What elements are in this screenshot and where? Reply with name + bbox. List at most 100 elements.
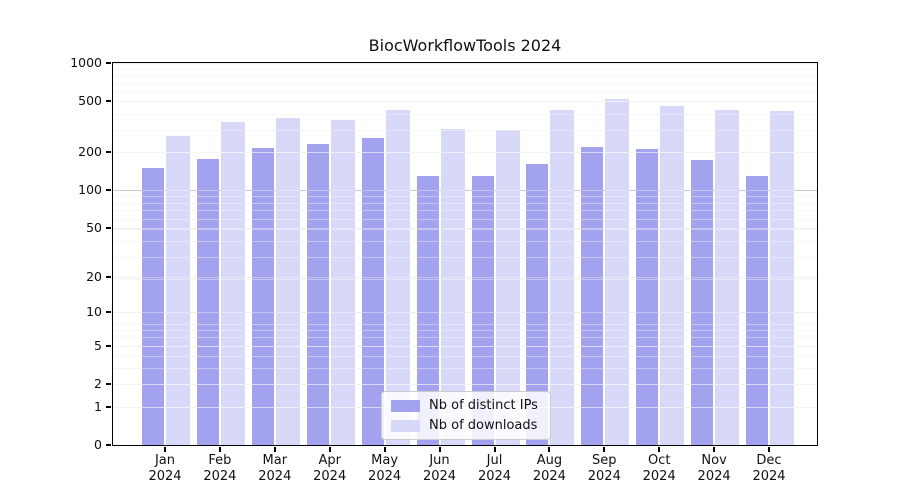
y-tick-label: 20	[86, 268, 102, 284]
x-tick-label: Aug 2024	[532, 453, 566, 484]
y-tick-mark	[106, 344, 111, 347]
x-tick-mark	[768, 447, 770, 452]
gridline-minor	[113, 68, 817, 70]
x-tick-label: Mar 2024	[258, 453, 292, 484]
gridline-minor	[113, 337, 817, 339]
y-tick-mark	[106, 444, 111, 446]
gridline-overlay	[113, 241, 817, 242]
x-tick-mark	[603, 447, 606, 452]
gridline-minor	[113, 228, 817, 230]
gridline-overlay	[113, 337, 817, 339]
gridline-overlay	[113, 129, 817, 131]
gridline-overlay	[113, 68, 817, 70]
gridline-overlay	[113, 276, 817, 278]
gridline-major	[113, 384, 817, 386]
gridline-minor	[113, 202, 817, 204]
bar-downloads-jan	[166, 135, 190, 445]
gridline-minor	[113, 368, 817, 370]
y-tick-label: 1	[94, 398, 102, 414]
bar-downloads-aug	[550, 110, 575, 445]
y-tick-label: 500	[78, 93, 102, 109]
x-tick-label: Dec 2024	[752, 453, 786, 484]
y-tick-label: 200	[78, 143, 102, 159]
x-tick-label: Nov 2024	[697, 453, 731, 484]
legend-label-distinct-ips: Nb of distinct IPs	[429, 398, 538, 413]
y-tick-mark	[106, 275, 111, 278]
bar-downloads-apr	[330, 120, 355, 445]
gridline-overlay	[113, 113, 817, 115]
y-tick-mark	[106, 405, 111, 408]
gridline-minor	[113, 196, 817, 198]
bar-distinct-ips-jan	[142, 167, 164, 445]
legend-item-downloads: Nb of downloads	[391, 418, 538, 433]
x-tick-mark	[493, 447, 496, 452]
y-tick-mark	[106, 311, 111, 314]
legend: Nb of distinct IPs Nb of downloads	[381, 391, 551, 440]
bar-downloads-nov	[715, 110, 740, 445]
gridline-major	[113, 101, 817, 103]
y-tick-mark	[106, 383, 111, 386]
x-tick-label: Jan 2024	[148, 453, 182, 484]
gridline-minor	[113, 356, 817, 357]
gridline-minor	[113, 210, 817, 212]
x-tick-mark	[438, 447, 441, 452]
gridline-minor	[113, 323, 817, 325]
gridline-minor	[113, 279, 817, 281]
y-tick-label: 50	[86, 219, 102, 235]
gridline-overlay	[113, 210, 817, 212]
x-tick-label: Sep 2024	[587, 453, 621, 484]
bar-distinct-ips-dec	[746, 176, 768, 445]
gridline-overlay	[113, 101, 817, 103]
bar-distinct-ips-may	[361, 138, 384, 445]
gridline-overlay	[113, 384, 817, 386]
x-tick-mark	[383, 447, 386, 452]
x-tick-label: Oct 2024	[642, 453, 676, 484]
x-tick-mark	[218, 447, 221, 452]
x-tick-mark	[164, 447, 166, 452]
bar-distinct-ips-nov	[691, 160, 714, 445]
gridline-overlay	[113, 189, 817, 191]
bar-downloads-may	[385, 109, 410, 445]
bar-distinct-ips-apr	[306, 143, 329, 445]
legend-swatch-distinct-ips	[391, 399, 420, 412]
x-tick-label: Feb 2024	[203, 453, 237, 484]
bar-distinct-ips-jun	[416, 175, 439, 445]
y-tick-mark	[106, 100, 111, 103]
legend-label-downloads: Nb of downloads	[429, 418, 538, 433]
x-tick-mark	[273, 447, 276, 452]
gridline-overlay	[113, 63, 817, 64]
bar-distinct-ips-feb	[196, 159, 219, 445]
gridline-major	[113, 63, 817, 64]
x-tick-mark	[658, 447, 661, 452]
gridline-overlay	[113, 151, 817, 153]
gridline-overlay	[113, 91, 817, 93]
gridline-minor	[113, 330, 817, 331]
gridline-overlay	[113, 345, 817, 347]
gridline-major	[113, 151, 817, 153]
gridline-overlay	[113, 196, 817, 198]
gridline-overlay	[113, 82, 817, 84]
gridline-overlay	[113, 75, 817, 77]
bar-downloads-dec	[770, 111, 794, 445]
x-tick-label: Apr 2024	[313, 453, 347, 484]
bar-downloads-mar	[275, 117, 300, 445]
gridline-minor	[113, 129, 817, 131]
bar-distinct-ips-oct	[636, 149, 659, 445]
gridline-overlay	[113, 202, 817, 204]
y-tick-label: 5	[94, 337, 102, 353]
x-tick-mark	[328, 447, 331, 452]
y-tick-label: 10	[86, 304, 102, 320]
gridline-minor	[113, 113, 817, 115]
gridline-overlay	[113, 279, 817, 281]
gridline-major	[113, 276, 817, 278]
y-tick-mark	[106, 188, 111, 191]
gridline-minor	[113, 241, 817, 242]
x-tick-label: May 2024	[368, 453, 402, 484]
gridline-overlay	[113, 330, 817, 331]
legend-item-distinct-ips: Nb of distinct IPs	[391, 398, 538, 413]
y-tick-label: 100	[78, 181, 102, 197]
y-tick-mark	[106, 226, 111, 229]
gridline-major	[113, 345, 817, 347]
bar-distinct-ips-jul	[471, 175, 494, 445]
gridline-overlay	[113, 228, 817, 230]
